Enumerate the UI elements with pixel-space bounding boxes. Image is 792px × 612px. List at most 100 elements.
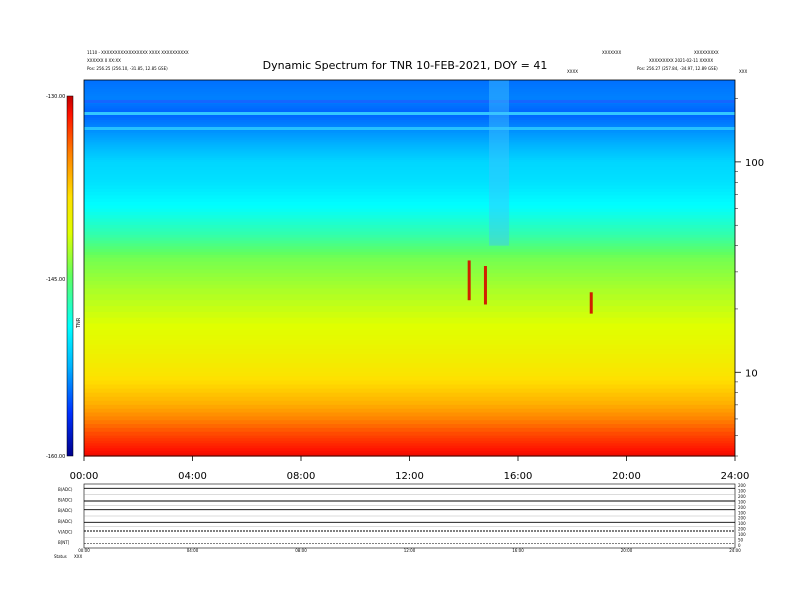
spectrum-band [84, 349, 735, 355]
spectrum-band [84, 93, 735, 97]
spectrum-band [84, 195, 735, 200]
spectrum-band [84, 115, 735, 119]
bottom-panels: B(ADC)B(ADC)B(ADC)B(ADC)V(ADC)B[NT]20010… [58, 483, 746, 553]
spectrum-band [84, 153, 735, 157]
spectrum-band [84, 424, 735, 429]
spectrum-band [84, 179, 735, 183]
spectrum-band [84, 280, 735, 286]
bottom-panel-label: B(ADC) [58, 487, 73, 492]
spectrum-band [84, 353, 735, 359]
bottom-panel-scale-label: 100 [738, 532, 746, 537]
spectrum-band [84, 277, 735, 282]
colorbar-mid-label: -145.00 [46, 277, 65, 283]
spectrum-band [84, 388, 735, 394]
colorbar-unit-label: TNR [76, 317, 82, 329]
spectrum-band [84, 372, 735, 377]
spectrum-band [84, 107, 735, 111]
spectrum-band [84, 329, 735, 336]
spectrum-band [84, 151, 735, 155]
spectrum-band [84, 166, 735, 171]
spectrum-band [84, 109, 735, 113]
spectrum-band [84, 157, 735, 161]
spectrum-line [84, 112, 735, 115]
spectrum-band [84, 120, 735, 123]
spectrum-band [84, 136, 735, 139]
bottom-panel-scale-label: 100 [738, 510, 746, 515]
right-info-3: XXXXXXXXX 2021-02-11 XXXXX [649, 58, 713, 63]
spectrum-band [84, 344, 735, 350]
x-tick-label: 04:00 [178, 471, 207, 482]
x-tick-label: 12:00 [395, 471, 424, 482]
spectrum-band [84, 231, 735, 236]
spectrum-band [84, 122, 735, 126]
y-tick-label: 100 [745, 158, 764, 169]
spectrum-band [84, 294, 735, 301]
spectrum-band [84, 117, 735, 121]
spectrum-band [84, 185, 735, 190]
spectrum-band [84, 339, 735, 346]
colorbar [66, 95, 74, 457]
spectrum-band [84, 237, 735, 242]
spectrum-band [84, 172, 735, 176]
spectrum-band [84, 143, 735, 146]
spectrum-band [84, 149, 735, 153]
x-tick-label: 20:00 [612, 471, 641, 482]
bottom-panel-scale-label: 200 [738, 527, 746, 532]
bottom-panel-label: V(ADC) [58, 530, 73, 535]
left-info-1: 1110 - XXXXXXXXXXXXXXXXX XXXX XXXXXXXXXX [87, 50, 189, 55]
spectrum-band [84, 427, 735, 433]
spectrum-band [84, 448, 735, 452]
bottom-panel-scale-label: 200 [738, 516, 746, 521]
spectrum-band [84, 211, 735, 216]
spectrum-band [84, 246, 735, 250]
spectrum-band [84, 412, 735, 417]
spectrum-band [84, 82, 735, 86]
spectrum-band [84, 431, 735, 437]
bottom-panel-label: B(ADC) [58, 498, 73, 503]
burst-feature [467, 260, 471, 301]
spectrum-band [84, 128, 735, 132]
spectrum-band [84, 132, 735, 136]
spectrum-band [84, 215, 735, 220]
x-tick-label: 08:00 [287, 471, 316, 482]
burst-feature [589, 292, 593, 314]
spectrum-band [84, 435, 735, 439]
spectrum-band [84, 306, 735, 313]
spectrum-band [84, 367, 735, 373]
spectrum-band [84, 311, 735, 319]
bottom-panel-scale-label: 200 [738, 505, 746, 510]
spectrum-band [84, 141, 735, 145]
colorbar-min-label: -160.00 [46, 454, 65, 460]
bottom-time-label: 04:00 [187, 548, 199, 553]
spectrum-band [84, 380, 735, 386]
chart-title: Dynamic Spectrum for TNR 10-FEB-2021, DO… [263, 59, 548, 72]
spectrum-band [84, 228, 735, 233]
spectrum-band [84, 105, 735, 109]
right-corner-label: XXX [739, 69, 747, 74]
spectrum-band [84, 155, 735, 159]
spectrum-band [84, 400, 735, 406]
spectrum-band [84, 208, 735, 213]
spectrum-band [84, 80, 735, 83]
spectrum-line [84, 100, 735, 103]
x-tick-label: 16:00 [504, 471, 533, 482]
bottom-time-label: 08:00 [295, 548, 307, 553]
spectrum-band [84, 161, 735, 166]
x-tick-label: 00:00 [70, 471, 99, 482]
spectrum-band [84, 408, 735, 414]
spectrum-band [84, 363, 735, 369]
spectrum-band [84, 440, 735, 444]
spectrum-band [84, 218, 735, 223]
bottom-panel-scale-label: 0 [738, 543, 741, 548]
spectrum-band [84, 221, 735, 226]
right-info-2: XXXXXXXXX [694, 50, 719, 55]
spectrum-band [84, 177, 735, 181]
footer-left-label: Status [54, 554, 67, 559]
spectrum-band [84, 273, 735, 278]
spectrum-band [84, 96, 735, 100]
colorbar-max-label: -130.00 [46, 94, 65, 100]
spectrum-band [84, 453, 735, 457]
spectrum-band [84, 288, 735, 295]
spectrum-band [84, 138, 735, 141]
